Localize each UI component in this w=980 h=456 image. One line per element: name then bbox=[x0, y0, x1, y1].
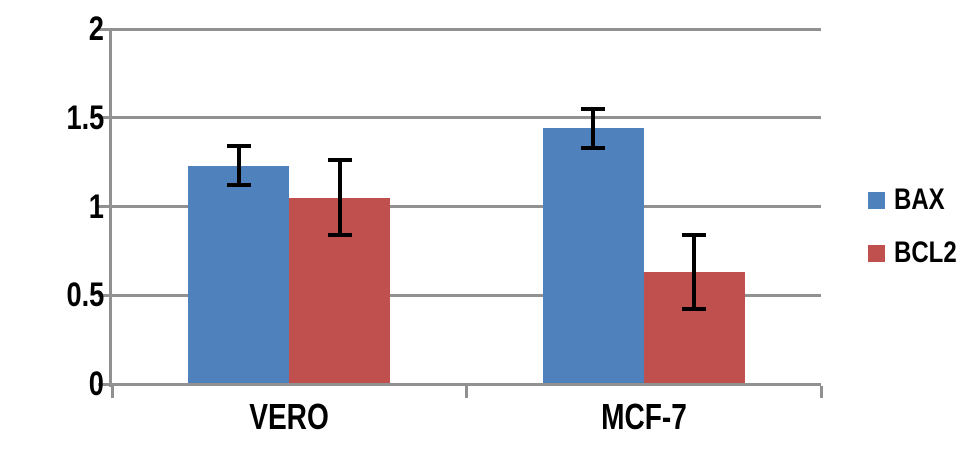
x-axis-tick bbox=[819, 385, 823, 398]
error-bar-cap bbox=[226, 183, 251, 188]
gridline bbox=[112, 116, 821, 120]
x-axis-tick bbox=[465, 385, 468, 398]
legend-label: BCL2 bbox=[894, 236, 972, 269]
y-axis-tick-label: 0.5 bbox=[0, 275, 104, 315]
error-bar-line bbox=[236, 146, 241, 186]
y-axis-tick-label: 1 bbox=[0, 187, 104, 227]
error-bar-cap bbox=[226, 144, 251, 149]
error-bar-cap bbox=[581, 106, 606, 111]
gridline bbox=[112, 205, 821, 208]
bar-bax-vero bbox=[188, 165, 290, 384]
x-axis-tick bbox=[110, 385, 114, 398]
y-axis-tick-label: 2 bbox=[0, 9, 104, 49]
error-bar-line bbox=[692, 234, 697, 310]
y-axis-tick bbox=[98, 116, 112, 120]
error-bar-cap bbox=[581, 145, 606, 150]
y-axis-tick bbox=[98, 205, 112, 208]
x-axis-category-label: VERO bbox=[169, 398, 409, 436]
error-bar-cap bbox=[682, 232, 707, 237]
legend-label-text: BCL2 bbox=[894, 236, 957, 269]
legend-label-text: BAX bbox=[894, 183, 945, 216]
x-axis-category-label: MCF-7 bbox=[524, 398, 764, 436]
legend-swatch-bcl2 bbox=[868, 244, 885, 262]
legend-swatch-bax bbox=[868, 191, 885, 209]
error-bar-cap bbox=[327, 158, 352, 163]
legend-item-bcl2: BCL2 bbox=[868, 236, 972, 269]
x-axis-category-label-text: VERO bbox=[249, 396, 330, 437]
y-axis-tick bbox=[98, 27, 112, 31]
legend-item-bax: BAX bbox=[868, 183, 957, 216]
bar-bax-mcf7 bbox=[542, 128, 644, 384]
y-axis-tick bbox=[98, 293, 112, 297]
y-axis-line bbox=[109, 27, 112, 387]
y-axis-tick-label-text: 0.5 bbox=[66, 276, 104, 315]
gridline bbox=[112, 27, 821, 31]
x-axis-line bbox=[109, 382, 821, 386]
error-bar-line bbox=[337, 160, 342, 235]
y-axis-tick-label-text: 2 bbox=[88, 10, 104, 48]
gridline bbox=[112, 293, 821, 297]
y-axis-tick-label-text: 1 bbox=[88, 187, 104, 226]
y-axis-tick-label: 0 bbox=[0, 364, 104, 404]
y-axis-tick bbox=[98, 382, 112, 386]
y-axis-tick-label-text: 0 bbox=[88, 365, 104, 403]
error-bar-cap bbox=[682, 307, 707, 312]
error-bar-line bbox=[591, 108, 596, 148]
legend-label: BAX bbox=[894, 183, 957, 216]
y-axis-tick-label: 1.5 bbox=[0, 98, 104, 138]
y-axis-tick-label-text: 1.5 bbox=[66, 98, 104, 137]
error-bar-cap bbox=[327, 232, 352, 237]
x-axis-category-label-text: MCF-7 bbox=[600, 396, 687, 437]
